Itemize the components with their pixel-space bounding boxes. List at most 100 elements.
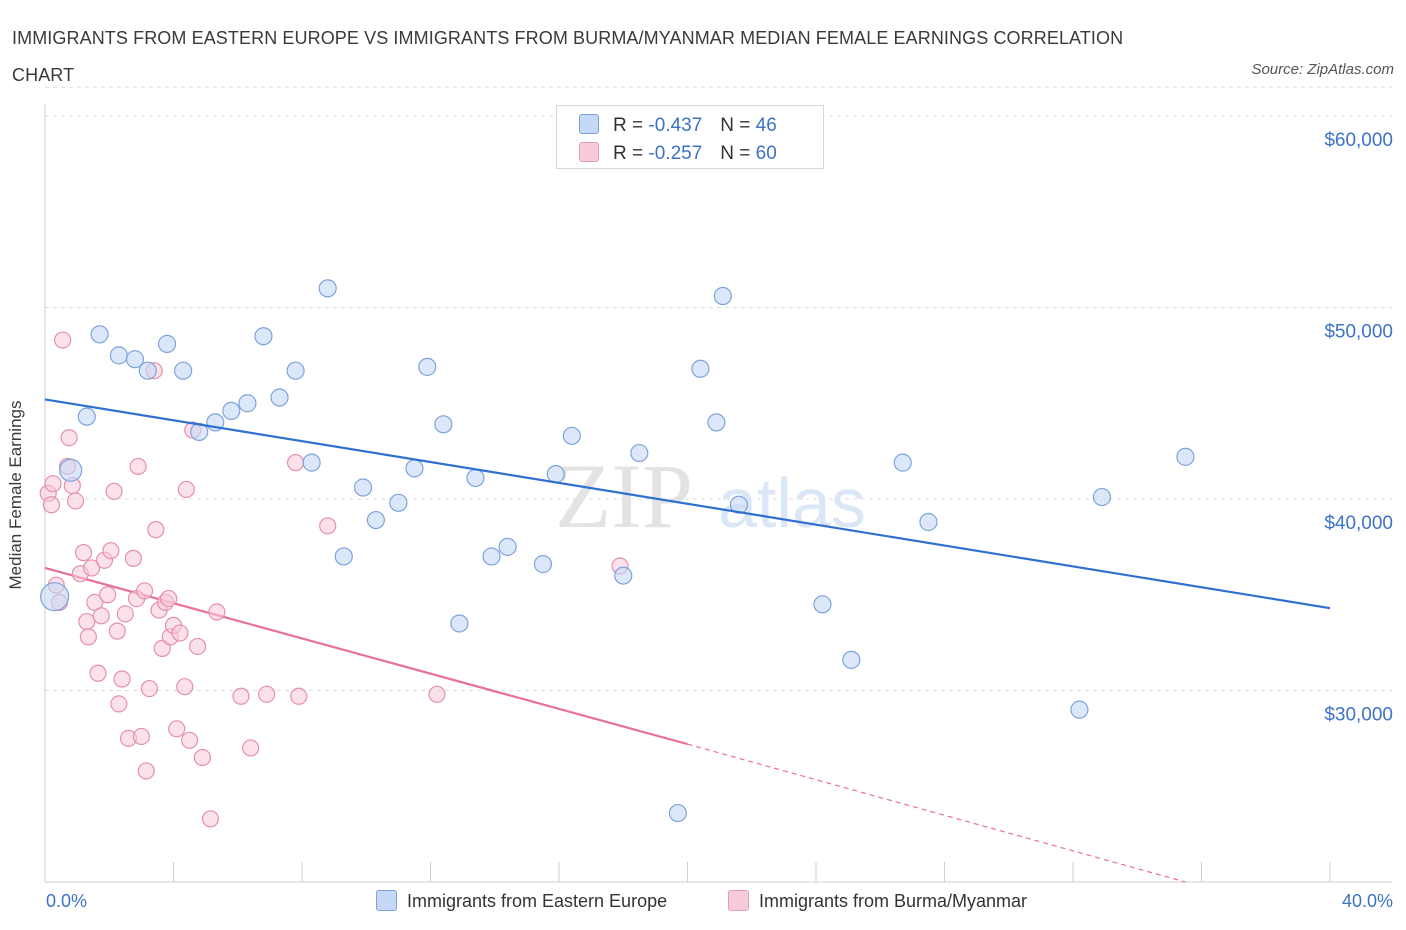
legend-r-value: -0.437 <box>648 115 703 136</box>
point-eastern-europe <box>668 803 687 823</box>
point-burma <box>135 582 154 600</box>
watermark-zip: ZIP <box>555 445 693 547</box>
point-eastern-europe <box>482 547 501 566</box>
point-eastern-europe <box>59 458 83 482</box>
point-burma <box>140 679 159 698</box>
point-burma <box>171 624 189 642</box>
point-eastern-europe <box>40 582 70 612</box>
point-burma <box>92 607 110 625</box>
point-eastern-europe <box>418 357 437 376</box>
y-tick-labels: $30,000 $40,000 $50,000 $60,000 <box>1324 130 1393 726</box>
point-eastern-europe <box>842 650 861 669</box>
point-burma <box>110 695 128 713</box>
point-burma <box>201 810 220 828</box>
point-eastern-europe <box>138 361 157 380</box>
point-burma <box>232 687 250 705</box>
trend-line-eastern-europe <box>44 398 1331 610</box>
point-eastern-europe <box>125 350 145 369</box>
point-eastern-europe <box>302 453 321 472</box>
bottom-legend-burma: Immigrants from Burma/Myanmar <box>728 890 1027 912</box>
point-eastern-europe <box>286 361 305 380</box>
point-eastern-europe <box>562 426 581 445</box>
point-burma <box>89 664 107 682</box>
point-eastern-europe <box>366 510 385 530</box>
x-tick-label-max: 40.0% <box>1341 891 1393 911</box>
legend-n-label: N = <box>720 115 751 136</box>
point-burma <box>82 559 101 577</box>
point-burma <box>132 727 150 746</box>
legend-n-value: 46 <box>755 115 777 136</box>
point-burma <box>147 521 165 539</box>
point-burma <box>286 454 305 472</box>
point-burma <box>105 482 123 500</box>
point-burma <box>176 678 194 696</box>
point-burma <box>116 605 134 623</box>
point-burma <box>124 549 142 567</box>
point-burma <box>99 586 117 604</box>
source-note: Source: ZipAtlas.com <box>1251 61 1394 78</box>
point-eastern-europe <box>222 401 241 421</box>
legend-swatch-blue <box>579 114 599 134</box>
point-burma <box>168 720 186 738</box>
point-burma <box>208 603 226 621</box>
y-tick-label: $60,000 <box>1324 130 1393 151</box>
point-eastern-europe <box>919 512 938 532</box>
legend-n-label: N = <box>720 143 751 164</box>
points-eastern-europe <box>40 279 1195 823</box>
point-burma <box>242 739 260 757</box>
point-eastern-europe <box>238 394 257 413</box>
point-burma <box>44 475 62 493</box>
point-eastern-europe <box>546 465 565 484</box>
trend-line-burma <box>44 566 1186 883</box>
x-tick-label-min: 0.0% <box>46 891 88 911</box>
point-burma <box>319 517 337 535</box>
point-burma <box>258 685 276 703</box>
trend-line-solid <box>44 566 688 746</box>
point-burma <box>108 622 126 640</box>
point-eastern-europe <box>77 407 96 426</box>
point-eastern-europe <box>498 537 517 556</box>
point-eastern-europe <box>713 286 732 306</box>
legend-row-eastern-europe: R = -0.437 N = 46 <box>579 114 777 136</box>
watermark: ZIP atlas <box>555 445 866 547</box>
bottom-legend-label: Immigrants from Burma/Myanmar <box>759 891 1028 911</box>
bottom-legend-label: Immigrants from Eastern Europe <box>407 891 668 911</box>
point-eastern-europe <box>1092 487 1112 507</box>
legend-r-value: -0.257 <box>648 143 703 164</box>
point-burma <box>66 492 85 510</box>
correlation-legend: R = -0.437 N = 46 R = -0.257 N = 60 <box>556 105 824 169</box>
legend-row-burma: R = -0.257 N = 60 <box>579 142 777 164</box>
point-eastern-europe <box>174 361 193 380</box>
point-eastern-europe <box>707 413 726 432</box>
point-burma <box>102 542 120 560</box>
point-eastern-europe <box>254 327 273 346</box>
legend-swatch-pink <box>579 142 599 162</box>
point-burma <box>42 496 61 514</box>
point-burma <box>79 628 97 646</box>
y-tick-label: $30,000 <box>1324 705 1393 726</box>
point-eastern-europe <box>1070 700 1089 719</box>
point-burma <box>60 429 78 447</box>
point-burma <box>177 480 195 499</box>
point-burma <box>74 544 93 562</box>
point-eastern-europe <box>533 555 553 574</box>
point-eastern-europe <box>318 279 337 298</box>
gridlines <box>45 86 1392 691</box>
trend-line-dashed <box>687 743 1186 883</box>
point-eastern-europe <box>1176 447 1195 466</box>
point-eastern-europe <box>389 493 408 512</box>
chart-title: IMMIGRANTS FROM EASTERN EUROPE VS IMMIGR… <box>12 28 1124 85</box>
point-burma <box>188 637 207 656</box>
point-burma <box>54 331 72 349</box>
bottom-legend-swatch-pink <box>728 890 749 911</box>
point-burma <box>137 762 155 780</box>
point-burma <box>290 687 308 705</box>
point-burma <box>160 589 178 608</box>
bottom-legend-eastern-europe: Immigrants from Eastern Europe <box>376 890 667 912</box>
point-eastern-europe <box>157 334 177 353</box>
y-tick-label: $50,000 <box>1324 322 1393 343</box>
point-burma <box>180 731 199 749</box>
point-eastern-europe <box>90 325 109 344</box>
legend-r-label: R = <box>613 143 644 164</box>
